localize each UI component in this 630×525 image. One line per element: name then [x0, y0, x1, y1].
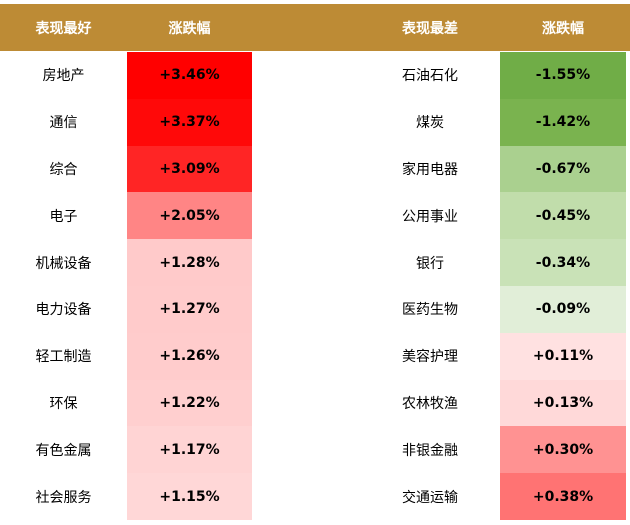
change-cell: -1.55% — [500, 52, 626, 99]
industry: 美容护理 — [402, 349, 458, 366]
industry: 综合 — [49, 161, 78, 178]
change-cell: +0.11% — [500, 332, 626, 380]
industry: 机械设备 — [35, 255, 92, 272]
change-cell: +3.46% — [127, 52, 252, 99]
industry: 通信 — [49, 115, 78, 132]
industry: 社会服务 — [35, 489, 92, 506]
change-cell: +1.27% — [127, 286, 252, 333]
industry: 石油石化 — [402, 68, 458, 85]
industry: 农林牧渔 — [402, 395, 458, 412]
header-cell: 涨跌幅 — [542, 20, 584, 37]
change-cell: -0.67% — [500, 145, 626, 193]
change-cell: +3.37% — [127, 98, 252, 146]
industry: 非银金融 — [402, 442, 458, 459]
industry: 环保 — [49, 395, 78, 412]
change-cell: +0.30% — [500, 426, 626, 474]
header-cell: 涨跌幅 — [168, 20, 211, 37]
change-cell: -0.09% — [500, 286, 626, 333]
change-cell: +0.38% — [500, 473, 626, 520]
change-cell: -0.34% — [500, 239, 626, 286]
industry: 交通运输 — [402, 489, 458, 506]
industry: 电力设备 — [35, 302, 92, 319]
change-cell: +1.26% — [127, 332, 252, 380]
change-cell: -1.42% — [500, 98, 626, 146]
industry: 家用电器 — [402, 161, 458, 178]
change-cell: +2.05% — [127, 192, 252, 240]
header-cell: 表现最好 — [35, 20, 92, 37]
change-cell: +1.17% — [127, 426, 252, 474]
change-cell: +1.15% — [127, 473, 252, 520]
industry: 医药生物 — [402, 302, 458, 319]
industry: 银行 — [416, 255, 444, 272]
header-cell: 表现最差 — [402, 20, 458, 37]
change-cell: -0.45% — [500, 192, 626, 240]
industry: 轻工制造 — [35, 349, 92, 366]
change-cell: +1.22% — [127, 379, 252, 427]
industry: 公用事业 — [402, 208, 458, 225]
change-cell: +1.28% — [127, 239, 252, 286]
change-cell: +0.13% — [500, 379, 626, 427]
industry: 有色金属 — [35, 442, 92, 459]
change-cell: +3.09% — [127, 145, 252, 193]
header-bar — [0, 4, 630, 51]
industry: 煤炭 — [416, 115, 444, 132]
industry: 电子 — [49, 208, 78, 225]
industry: 房地产 — [42, 68, 85, 85]
